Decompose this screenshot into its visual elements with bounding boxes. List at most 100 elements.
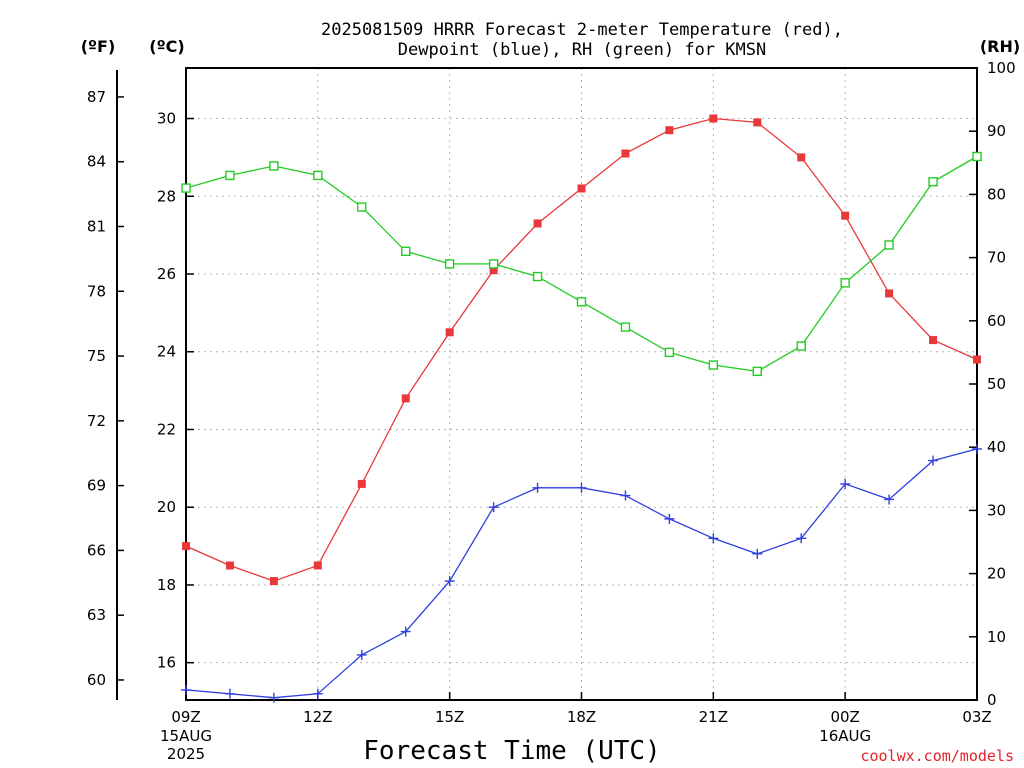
fahrenheit-tick-label: 81 — [87, 217, 106, 235]
dewpoint-point — [224, 688, 235, 699]
dewpoint-point — [356, 649, 367, 660]
fahrenheit-tick-label: 87 — [87, 88, 106, 106]
dewpoint-point — [444, 576, 455, 587]
dewpoint-series — [181, 443, 982, 703]
dewpoint-point — [488, 502, 499, 513]
rh-tick-label: 10 — [987, 628, 1006, 646]
rh-point — [796, 341, 806, 351]
rh-tick-label: 90 — [987, 122, 1006, 140]
temperature-point — [357, 479, 366, 488]
dewpoint-point — [884, 494, 895, 505]
date-label: 15AUG — [160, 727, 212, 745]
dewpoint-point — [840, 478, 851, 489]
time-tick-label: 15Z — [435, 708, 464, 726]
temperature-point — [885, 289, 894, 298]
dewpoint-point — [972, 443, 982, 454]
rh-tick-label: 50 — [987, 375, 1006, 393]
rh-point — [532, 271, 543, 282]
celsius-tick-label: 20 — [157, 498, 176, 516]
dewpoint-point — [400, 626, 411, 637]
rh-point — [225, 170, 235, 181]
dewpoint-point — [268, 692, 279, 703]
dewpoint-point — [620, 490, 631, 501]
temperature-series — [182, 114, 981, 586]
time-tick-label: 09Z — [171, 708, 200, 726]
year-label: 2025 — [167, 745, 205, 763]
grid — [185, 68, 978, 700]
plot-frame — [185, 67, 978, 701]
fahrenheit-tick-label: 66 — [87, 541, 106, 559]
rh-point — [269, 161, 279, 171]
rh-tick-label: 20 — [987, 565, 1006, 583]
fahrenheit-tick-label: 63 — [87, 606, 106, 624]
celsius-tick-label: 24 — [157, 343, 176, 361]
celsius-tick-label: 26 — [157, 265, 176, 283]
rh-point — [972, 151, 982, 162]
rh-tick-label: 60 — [987, 312, 1006, 330]
temperature-point — [753, 118, 762, 127]
temperature-point — [225, 561, 234, 570]
temperature-point — [709, 114, 718, 123]
rh-unit-label: (RH) — [980, 37, 1020, 56]
fahrenheit-tick-label: 84 — [87, 153, 106, 171]
rh-point — [928, 177, 938, 187]
rh-tick-label: 40 — [987, 438, 1006, 456]
rh-point — [181, 183, 191, 193]
fahrenheit-tick-label: 69 — [87, 477, 106, 495]
temperature-point — [929, 336, 938, 345]
temperature-point — [489, 266, 498, 275]
fahrenheit-tick-label: 78 — [87, 282, 106, 300]
date-label: 16AUG — [819, 727, 871, 745]
rh-axis: 0 10 20 30 40 50 60 70 80 90 100 — [969, 59, 1016, 709]
dewpoint-point — [664, 513, 675, 524]
time-tick-label: 18Z — [567, 708, 596, 726]
fahrenheit-tick-label: 60 — [87, 671, 106, 689]
temperature-point — [665, 126, 674, 135]
temperature-point — [797, 153, 806, 162]
rh-point — [708, 360, 719, 370]
temperature-point — [621, 149, 630, 158]
temperature-point — [269, 577, 278, 586]
celsius-tick-label: 22 — [157, 420, 176, 438]
rh-tick-label: 100 — [987, 59, 1016, 77]
chart-title-line2: Dewpoint (blue), RH (green) for KMSN — [398, 40, 766, 60]
fahrenheit-axis: 60 63 66 69 72 75 78 81 84 87 — [87, 88, 124, 689]
rh-series — [181, 151, 982, 377]
temperature-point — [973, 355, 981, 364]
rh-point — [401, 246, 411, 256]
rh-point — [576, 297, 587, 307]
chart-title-line1: 2025081509 HRRR Forecast 2-meter Tempera… — [321, 20, 843, 40]
temperature-point — [533, 219, 542, 228]
time-tick-label: 12Z — [303, 708, 332, 726]
temperature-point — [313, 561, 322, 570]
celsius-tick-label: 30 — [157, 110, 176, 128]
temperature-point — [577, 184, 586, 193]
dewpoint-point — [752, 548, 763, 559]
rh-point — [884, 240, 894, 250]
celsius-tick-label: 18 — [157, 576, 176, 594]
credit-text: coolwx.com/models — [860, 747, 1014, 765]
temperature-point — [401, 394, 410, 403]
temperature-point — [182, 542, 190, 551]
rh-point — [752, 366, 762, 377]
rh-point — [488, 259, 499, 269]
dewpoint-point — [928, 455, 939, 466]
series-layer — [181, 114, 982, 703]
fahrenheit-tick-label: 72 — [87, 412, 106, 430]
celsius-axis: 16 18 20 22 24 26 28 30 — [157, 110, 194, 672]
rh-point — [444, 259, 455, 269]
dewpoint-point — [181, 684, 191, 695]
time-tick-label: 00Z — [830, 708, 859, 726]
dewpoint-point — [708, 533, 719, 544]
temperature-point — [445, 328, 454, 337]
rh-tick-label: 70 — [987, 249, 1006, 267]
rh-tick-label: 30 — [987, 501, 1006, 519]
dewpoint-point — [312, 688, 323, 699]
x-axis-label: Forecast Time (UTC) — [363, 736, 660, 766]
fahrenheit-unit-label: (ºF) — [81, 37, 116, 56]
celsius-tick-label: 16 — [157, 654, 176, 672]
rh-point — [840, 278, 850, 288]
rh-point — [620, 322, 631, 332]
